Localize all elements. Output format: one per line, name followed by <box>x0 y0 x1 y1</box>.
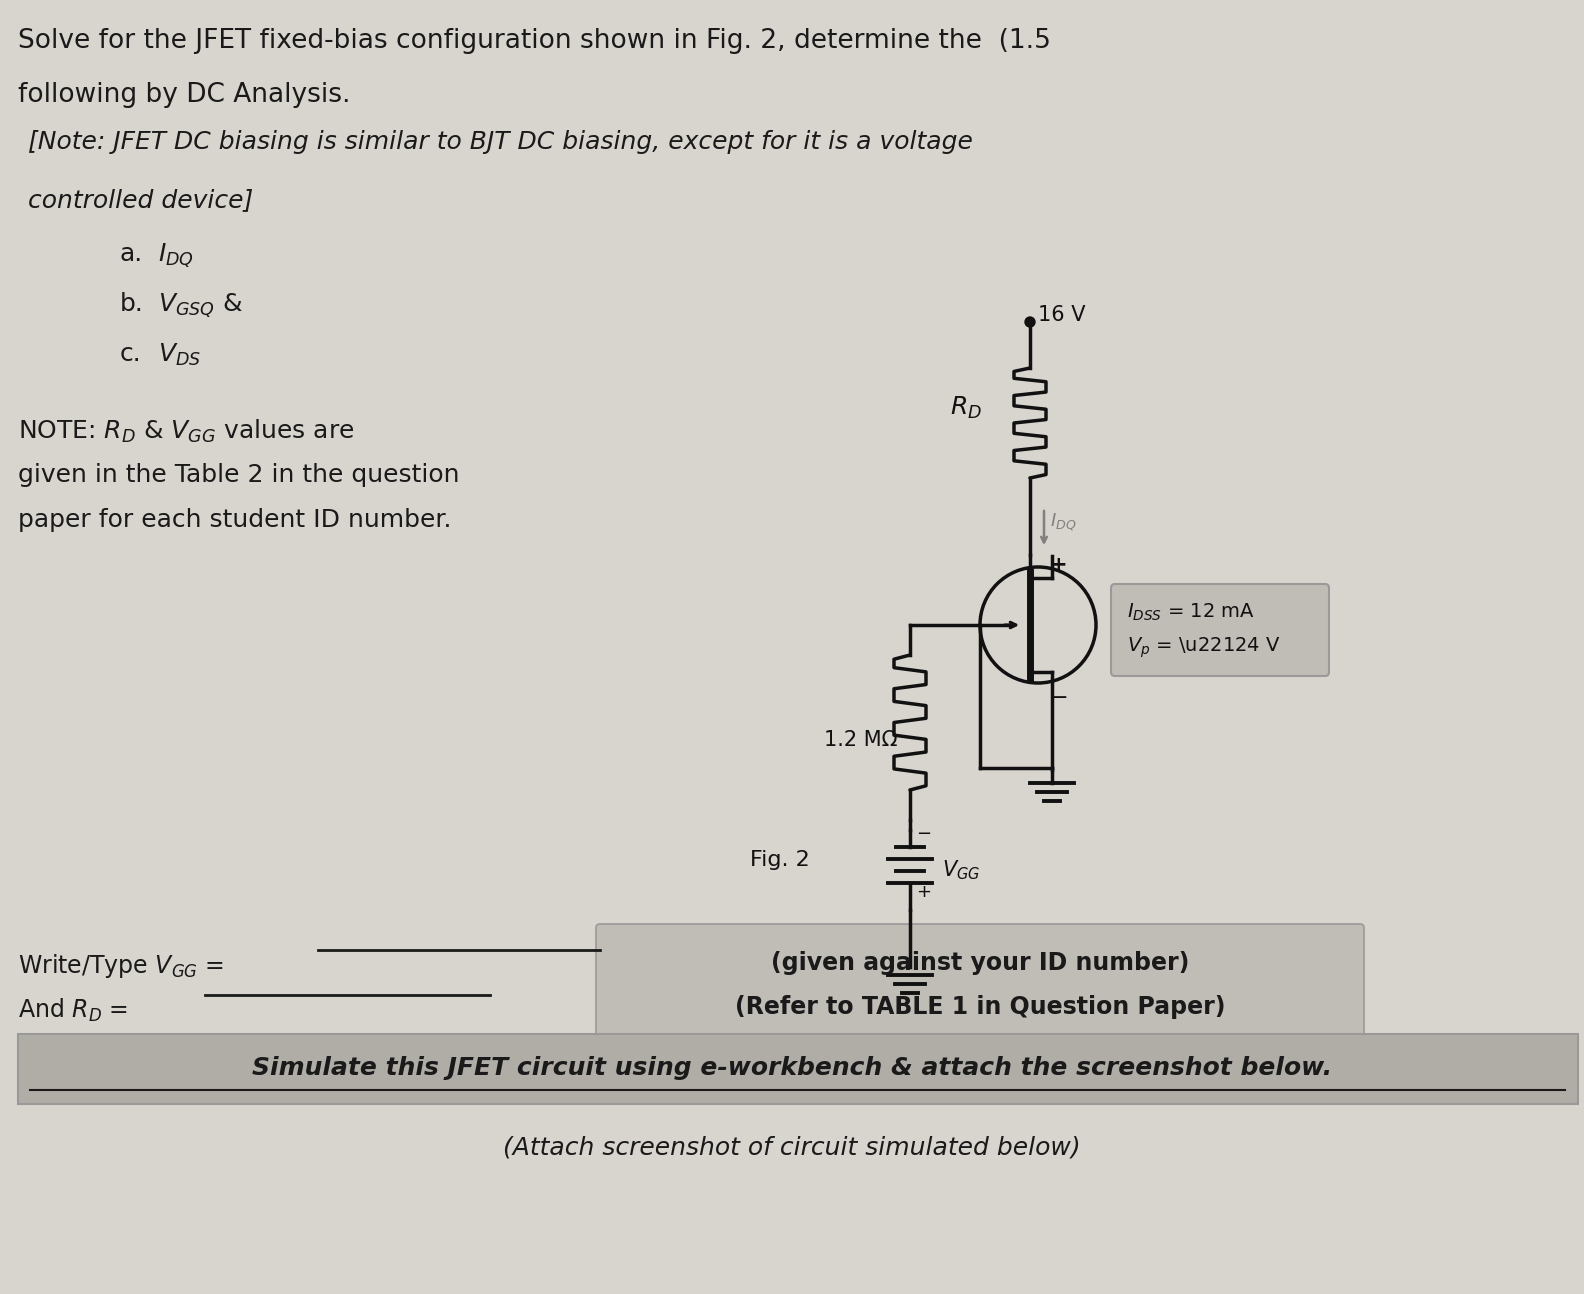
Text: Fig. 2: Fig. 2 <box>749 850 809 870</box>
Text: +: + <box>1050 555 1068 575</box>
Text: 16 V: 16 V <box>1038 305 1085 325</box>
Text: And $R_D$ =: And $R_D$ = <box>17 996 128 1024</box>
Text: $R_D$: $R_D$ <box>950 395 982 421</box>
Text: $V_{DSQ}$: $V_{DSQ}$ <box>1050 607 1091 629</box>
Text: −: − <box>1050 688 1069 708</box>
Text: c.: c. <box>120 342 141 366</box>
Text: −: − <box>916 826 931 842</box>
Text: $V_{GG}$: $V_{GG}$ <box>942 858 980 881</box>
Text: $V_{DS}$: $V_{DS}$ <box>158 342 201 369</box>
Text: a.: a. <box>120 242 143 267</box>
Text: Write/Type $V_{GG}$ =: Write/Type $V_{GG}$ = <box>17 952 223 980</box>
Text: [Note: JFET DC biasing is similar to BJT DC biasing, except for it is a voltage: [Note: JFET DC biasing is similar to BJT… <box>29 129 973 154</box>
Text: Simulate this JFET circuit using e-workbench & attach the screenshot below.: Simulate this JFET circuit using e-workb… <box>252 1056 1332 1080</box>
Circle shape <box>980 567 1096 683</box>
FancyBboxPatch shape <box>1110 584 1329 675</box>
Text: paper for each student ID number.: paper for each student ID number. <box>17 509 451 532</box>
Text: $I_{DSS}$ = 12 mA: $I_{DSS}$ = 12 mA <box>1126 602 1255 622</box>
Text: $V_p$ = \u22124 V: $V_p$ = \u22124 V <box>1126 635 1280 660</box>
Text: +: + <box>916 883 931 901</box>
Text: (Refer to TABLE 1 in Question Paper): (Refer to TABLE 1 in Question Paper) <box>735 995 1226 1018</box>
Text: 1.2 MΩ: 1.2 MΩ <box>825 730 898 751</box>
Text: (given against your ID number): (given against your ID number) <box>771 951 1190 974</box>
Bar <box>17 1034 1578 1104</box>
Text: NOTE: $R_D$ & $V_{GG}$ values are: NOTE: $R_D$ & $V_{GG}$ values are <box>17 418 355 445</box>
Text: controlled device]: controlled device] <box>29 188 253 212</box>
Text: b.: b. <box>120 292 144 316</box>
Text: (Attach screenshot of circuit simulated below): (Attach screenshot of circuit simulated … <box>504 1136 1080 1159</box>
Text: Solve for the JFET fixed-bias configuration shown in Fig. 2, determine the  (1.5: Solve for the JFET fixed-bias configurat… <box>17 28 1050 54</box>
Text: given in the Table 2 in the question: given in the Table 2 in the question <box>17 463 459 487</box>
Circle shape <box>1025 317 1034 327</box>
Text: $V_{GSQ}$ &: $V_{GSQ}$ & <box>158 292 242 320</box>
Text: following by DC Analysis.: following by DC Analysis. <box>17 82 350 107</box>
FancyBboxPatch shape <box>596 924 1364 1044</box>
Text: $I_{DQ}$: $I_{DQ}$ <box>1050 511 1077 533</box>
Text: $I_{DQ}$: $I_{DQ}$ <box>158 242 193 270</box>
